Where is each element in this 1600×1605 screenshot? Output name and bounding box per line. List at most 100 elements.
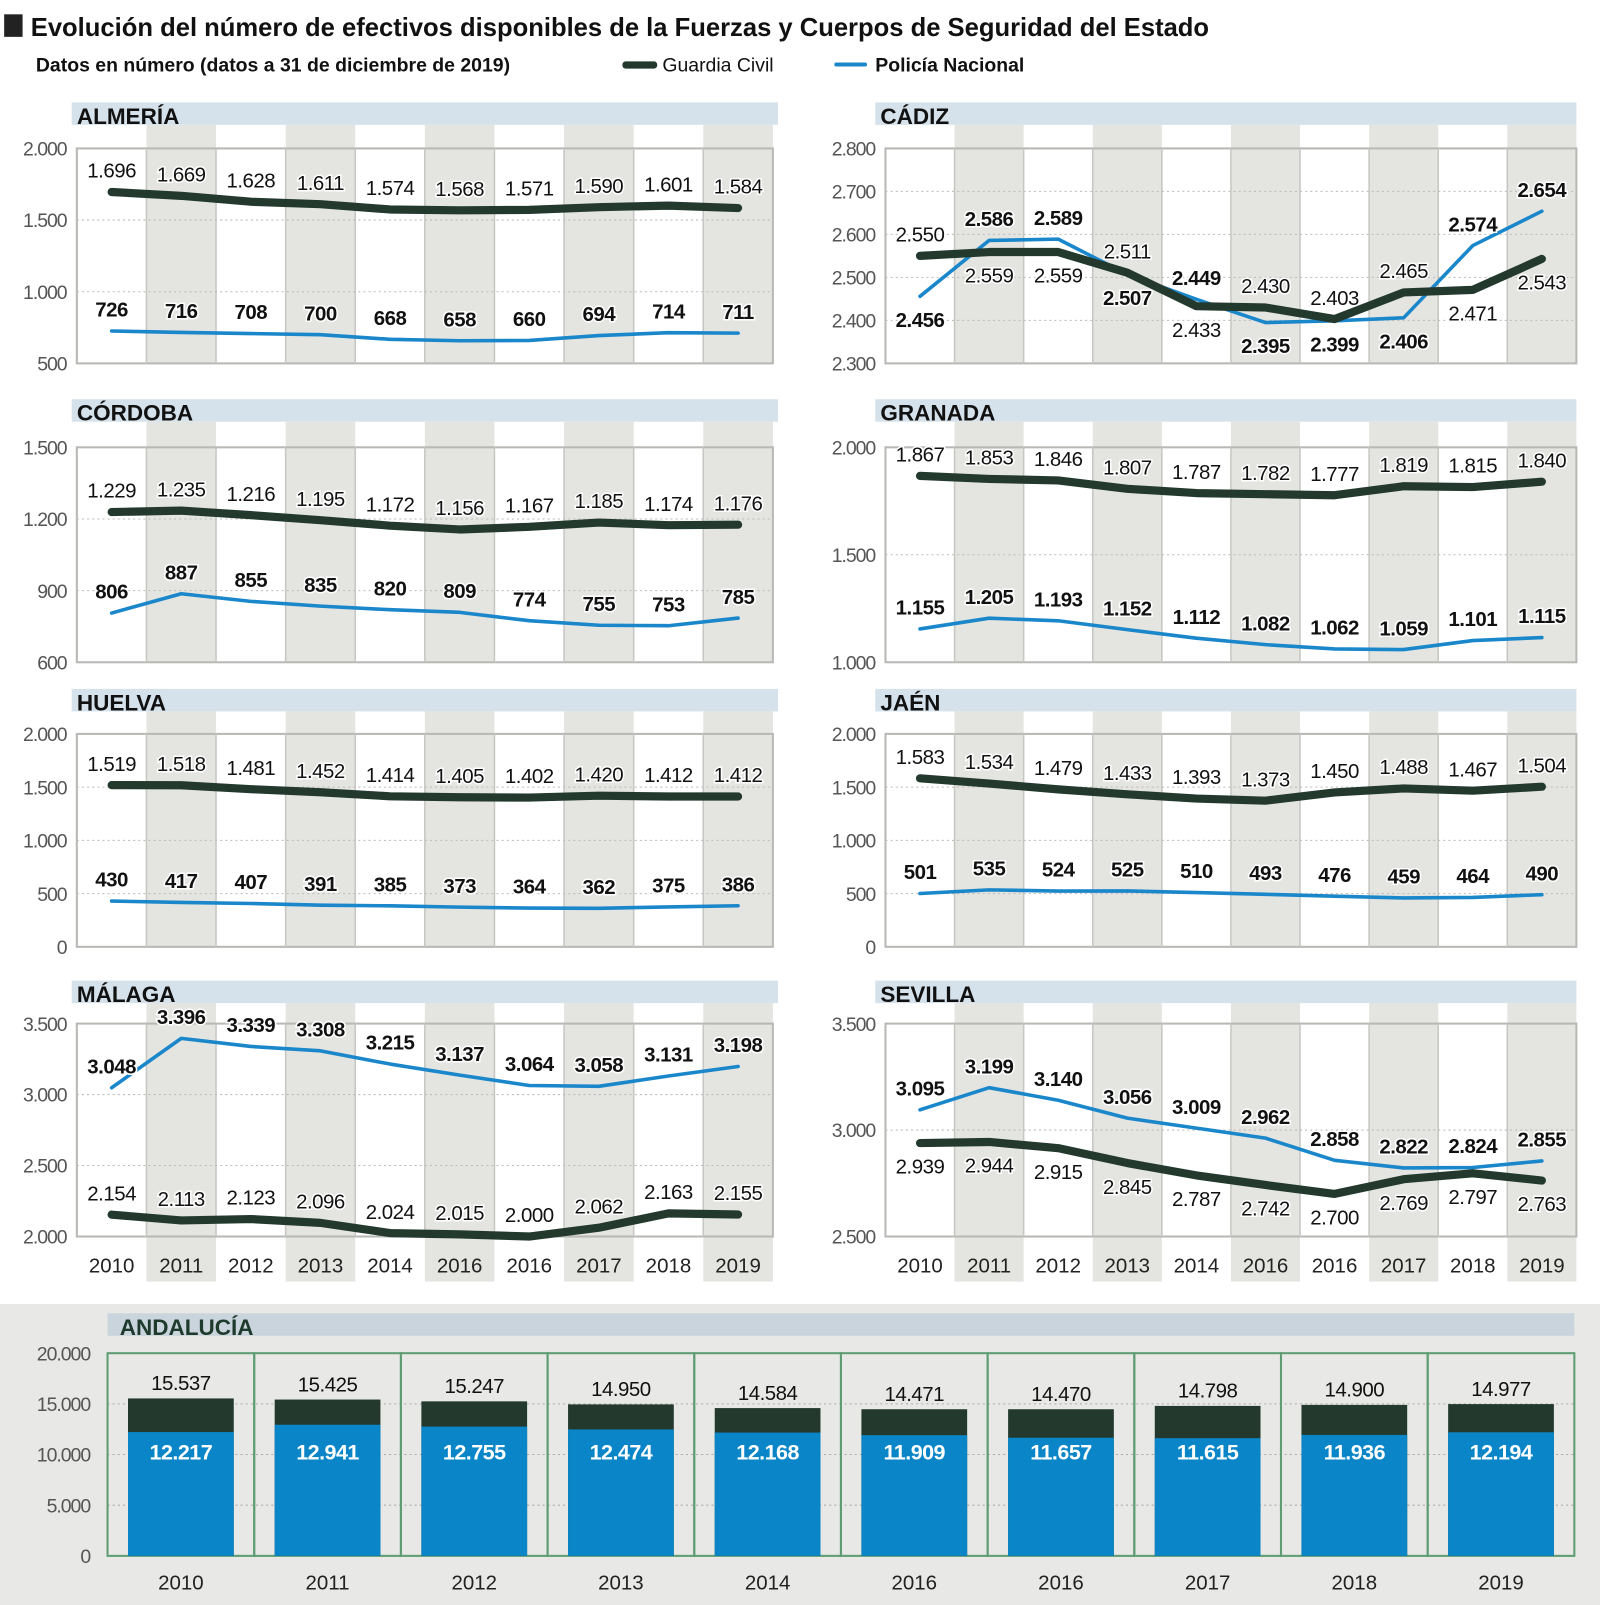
pn-data-label: 501 xyxy=(904,861,937,884)
gc-total-label: 14.950 xyxy=(591,1378,651,1401)
gc-data-label: 2.000 xyxy=(505,1204,554,1227)
gc-line xyxy=(915,471,1546,500)
y-tick-label: 2.600 xyxy=(832,225,877,247)
pn-data-label: 510 xyxy=(1180,860,1213,883)
gc-data-label: 2.024 xyxy=(366,1201,415,1224)
y-tick-label: 500 xyxy=(37,884,68,906)
column-stripe xyxy=(1092,1003,1162,1282)
pn-data-label: 2.399 xyxy=(1310,334,1359,357)
y-tick-label: 2.400 xyxy=(832,311,877,333)
pn-total-label: 11.657 xyxy=(1030,1441,1091,1465)
pn-line xyxy=(109,1036,740,1090)
pn-data-label: 1.152 xyxy=(1103,597,1152,620)
gc-data-label: 2.096 xyxy=(296,1191,345,1214)
x-tick-label: 2018 xyxy=(1450,1254,1496,1277)
pn-bar xyxy=(1008,1437,1114,1556)
y-tick-label: 1.500 xyxy=(832,545,877,567)
pn-total-label: 11.909 xyxy=(884,1441,946,1465)
column-stripe xyxy=(1369,421,1439,663)
y-tick-label: 2.000 xyxy=(832,724,877,746)
gc-data-label: 2.155 xyxy=(714,1182,763,1205)
pn-data-label: 809 xyxy=(443,580,476,603)
pn-data-label: 493 xyxy=(1249,862,1282,885)
x-tick-label: 2016 xyxy=(437,1254,483,1277)
panel-title: MÁLAGA xyxy=(77,982,176,1007)
gc-data-label: 1.518 xyxy=(157,753,206,776)
pn-data-label: 835 xyxy=(304,574,337,597)
gc-line xyxy=(915,774,1546,805)
column-stripe xyxy=(703,124,773,364)
gc-total-label: 14.470 xyxy=(1031,1383,1091,1406)
pn-line xyxy=(918,616,1544,652)
gc-data-label: 1.696 xyxy=(87,160,136,183)
gc-data-label: 2.700 xyxy=(1310,1207,1359,1230)
bar-group: 14.900 11.936 2018 xyxy=(1279,1352,1429,1595)
legend-pn-swatch xyxy=(834,62,868,67)
gc-data-label: 1.185 xyxy=(575,490,624,513)
panel-córdoba: CÓRDOBA 600 900 1.200 1.500 1.229 1.235 1.216 1.… xyxy=(23,399,778,674)
x-tick-label: 2016 xyxy=(1243,1254,1289,1277)
y-tick-label: 1.500 xyxy=(832,777,877,799)
y-tick-label: 2.500 xyxy=(832,268,877,290)
chart-subtitle: Datos en número (datos a 31 de diciembre… xyxy=(36,55,510,77)
gc-data-label: 2.742 xyxy=(1241,1198,1290,1221)
bar-group: 14.470 11.657 2016 xyxy=(986,1352,1136,1595)
pn-bar xyxy=(1301,1434,1408,1556)
pn-data-label: 476 xyxy=(1318,864,1351,887)
gc-data-label: 1.433 xyxy=(1103,762,1152,785)
y-tick-label: 2.000 xyxy=(832,437,877,459)
pn-data-label: 1.082 xyxy=(1241,612,1290,635)
gc-data-label: 2.787 xyxy=(1172,1188,1221,1211)
panel-sevilla: SEVILLA 2.500 3.000 3.500 2.939 2.944 2.915 2.8… xyxy=(832,980,1578,1282)
y-tick-label: 1.000 xyxy=(23,282,68,304)
pn-line xyxy=(109,899,740,911)
gc-data-label: 1.787 xyxy=(1172,461,1221,484)
panel-granada: GRANADA 1.000 1.500 2.000 1.867 1.853 1.846 1.8… xyxy=(832,399,1578,674)
gc-data-label: 1.571 xyxy=(505,178,554,201)
gc-data-label: 1.782 xyxy=(1241,462,1290,485)
pn-data-label: 417 xyxy=(165,870,198,893)
pn-data-label: 660 xyxy=(513,308,546,331)
gc-data-label: 2.471 xyxy=(1448,303,1497,326)
x-tick-label: 2012 xyxy=(228,1254,274,1277)
column-stripe xyxy=(1507,711,1577,947)
y-tick-label: 500 xyxy=(37,354,68,376)
column-stripe xyxy=(146,421,217,663)
x-tick-label: 2013 xyxy=(598,1572,644,1595)
x-tick-label: 2010 xyxy=(897,1254,943,1277)
y-tick-label: 5.000 xyxy=(47,1495,92,1517)
gc-data-label: 1.195 xyxy=(296,488,345,511)
panel-almería: ALMERÍA 500 1.000 1.500 2.000 1.696 1.669 1.628… xyxy=(23,102,778,376)
pn-bar xyxy=(568,1429,674,1556)
pn-data-label: 1.059 xyxy=(1379,617,1428,640)
y-tick-label: 2.000 xyxy=(23,1227,68,1249)
gc-data-label: 1.819 xyxy=(1379,454,1428,477)
pn-data-label: 364 xyxy=(513,876,547,899)
pn-data-label: 459 xyxy=(1387,866,1420,889)
panel-title: SEVILLA xyxy=(880,982,975,1007)
gc-data-label: 1.853 xyxy=(965,447,1014,470)
y-tick-label: 2.700 xyxy=(832,182,877,204)
gc-data-label: 2.015 xyxy=(435,1202,484,1225)
panel-title: HUELVA xyxy=(77,690,166,715)
y-tick-label: 900 xyxy=(37,581,68,603)
pn-data-label: 2.824 xyxy=(1448,1135,1498,1158)
panel-header-bar xyxy=(875,688,1577,712)
x-tick-label: 2012 xyxy=(1035,1254,1081,1277)
column-stripe xyxy=(564,124,634,364)
y-tick-label: 3.500 xyxy=(832,1014,877,1036)
x-tick-label: 2019 xyxy=(1478,1572,1524,1595)
pn-data-label: 2.507 xyxy=(1103,287,1152,310)
y-tick-label: 2.300 xyxy=(832,354,877,376)
bar-group: 14.950 12.474 2013 xyxy=(546,1352,696,1595)
gc-data-label: 1.669 xyxy=(157,164,206,187)
panel-header-bar xyxy=(71,399,778,422)
column-stripe xyxy=(285,124,356,364)
gc-data-label: 1.393 xyxy=(1172,766,1221,789)
column-stripe xyxy=(1230,421,1301,663)
y-tick-label: 15.000 xyxy=(37,1394,92,1416)
panel-málaga: MÁLAGA 2.000 2.500 3.000 3.500 2.154 2.113 2.12… xyxy=(23,980,778,1282)
y-tick-label: 2.500 xyxy=(832,1227,877,1249)
gc-data-label: 1.481 xyxy=(227,757,276,780)
